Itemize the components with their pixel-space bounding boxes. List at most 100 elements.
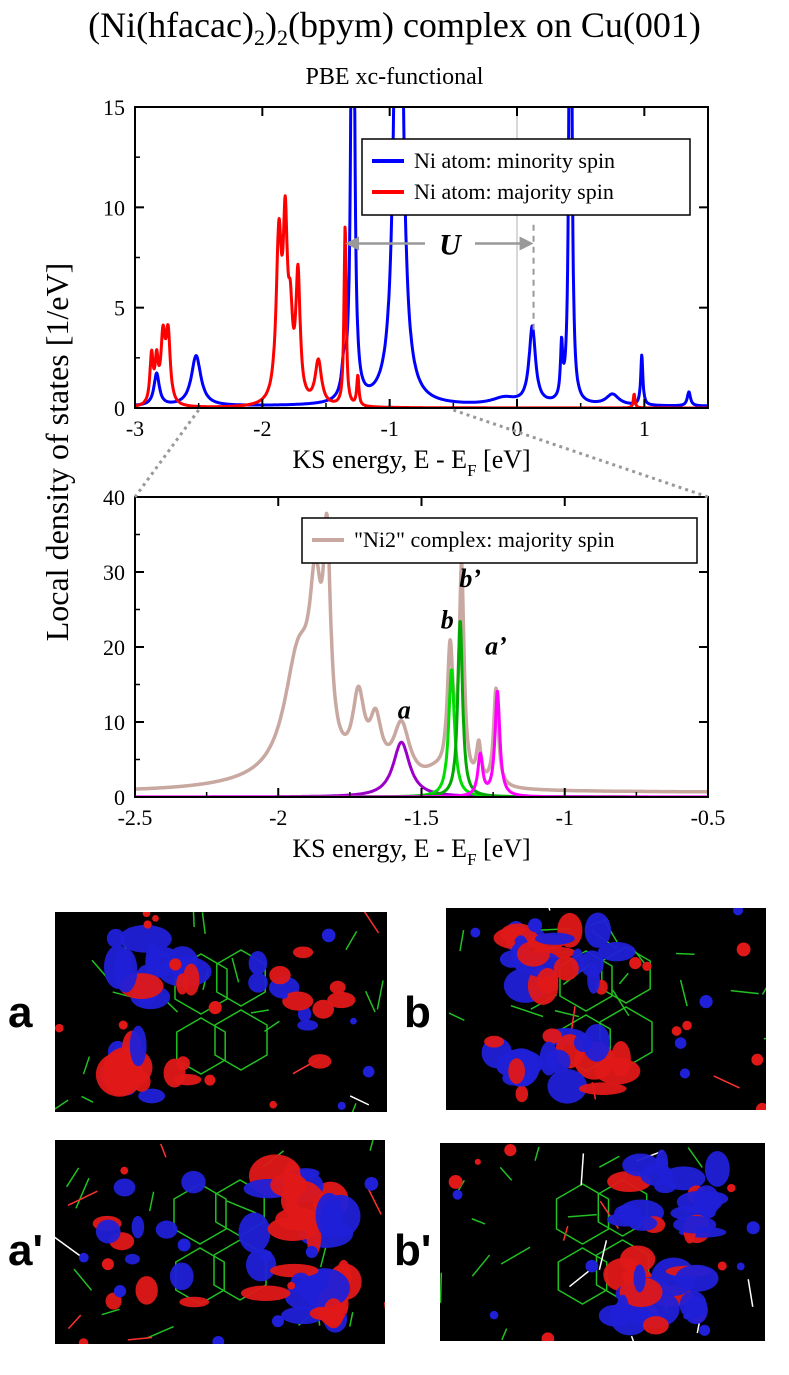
molecule-bond [351, 1103, 357, 1112]
orbital-lobe [298, 1268, 351, 1308]
shared-annotations: Local density of states [1/eV] [39, 263, 709, 641]
molecule-bond [730, 989, 759, 995]
molecule-bond [510, 1004, 544, 1018]
x-axis-label-1: KS energy, E - EF [eV] [292, 834, 530, 869]
atom-sphere [755, 1102, 766, 1110]
orbital-lobe [182, 963, 200, 996]
orbital-lobe [290, 1272, 312, 1295]
orbital-lobe [267, 1216, 318, 1241]
atom-sphere [364, 1176, 379, 1191]
orbital-lobe [95, 1219, 121, 1244]
x-tick-label-1-1: -2 [269, 805, 287, 830]
orbital-lobe [587, 964, 600, 994]
atom-sphere [683, 1313, 690, 1320]
orbital-lobe [327, 991, 356, 1009]
u-arrowhead-left [345, 236, 360, 251]
molecule-bond [364, 990, 376, 1013]
orbital-image-b-prime [440, 1143, 765, 1341]
molecule-bond [679, 979, 688, 1007]
orbital-lobe [269, 965, 291, 985]
y-tick-label-1-4: 40 [103, 485, 125, 510]
legend-label-0: "Ni2" complex: majority spin [354, 527, 615, 552]
molecule-bond [67, 1314, 82, 1330]
orbital-lobe [248, 951, 268, 975]
molecule-bond [687, 1147, 703, 1168]
atom-sphere [208, 1001, 222, 1015]
atom-sphere [142, 912, 151, 918]
atom-sphere [733, 908, 744, 916]
molecule-bond [763, 1037, 766, 1040]
molecule-bond [501, 1328, 508, 1341]
molecule-bond [562, 1225, 569, 1241]
molecule-bond [369, 1140, 374, 1151]
atom-sphere [55, 1023, 64, 1033]
molecule-bond [363, 912, 380, 934]
atom-sphere [271, 1315, 284, 1328]
atom-sphere [541, 1332, 555, 1341]
atom-sphere [751, 1053, 764, 1066]
atom-sphere [337, 1101, 346, 1110]
orbital-lobe [113, 948, 138, 993]
orbital-lobe [676, 1190, 723, 1214]
x-axis-label-0: KS energy, E - EF [eV] [292, 445, 530, 480]
orbital-lobe [129, 1025, 147, 1067]
orbital-lobe [534, 932, 575, 945]
molecule-bond [376, 980, 384, 1010]
molecule-bond [471, 1254, 491, 1277]
molecule-bond [554, 1009, 580, 1018]
atom-sphere [448, 1174, 463, 1189]
orbital-lobe [308, 1054, 332, 1069]
orbital-lobe [135, 1276, 158, 1305]
atom-sphere [285, 1201, 295, 1211]
orbital-lobe [508, 1058, 525, 1085]
legend-0: Ni atom: minority spin Ni atom: majority … [361, 138, 691, 216]
molecule-bond [499, 1166, 513, 1181]
molecule-bond [598, 1240, 608, 1270]
y-tick-label-1-3: 30 [103, 560, 125, 585]
atom-sphere [717, 1261, 727, 1271]
atom-sphere [113, 1285, 127, 1298]
y-tick-label-0-0: 0 [114, 396, 125, 421]
x-tick-label-1-3: -1 [556, 805, 574, 830]
molecule-bond [747, 1279, 754, 1307]
peak-label-0: a [398, 695, 411, 724]
orbital-label-a: a [8, 988, 33, 1037]
peak-label-2: b’ [459, 564, 481, 593]
molecule-bond [618, 972, 629, 985]
legend-label-1: Ni atom: majority spin [414, 179, 614, 204]
atom-sphere [177, 1238, 191, 1252]
molecule-bond [440, 1272, 443, 1303]
molecule-bond [599, 1155, 620, 1168]
y-tick-label-0-1: 5 [114, 296, 125, 321]
molecule-bond [675, 952, 695, 956]
molecule-bond [761, 987, 766, 995]
figure-subtitle: PBE xc-functional [305, 64, 484, 90]
orbital-lobe [315, 1192, 343, 1238]
orbital-lobe [297, 1019, 319, 1031]
orbital-lobe [323, 1298, 344, 1329]
orbital-lobe [573, 1033, 593, 1053]
atom-sphere [101, 1258, 114, 1271]
atom-sphere [287, 1281, 296, 1290]
x-tick-label-0-4: 1 [639, 416, 650, 441]
orbital-label-b: b [404, 988, 431, 1037]
molecule-bond [534, 1146, 540, 1161]
legend-1: "Ni2" complex: majority spin [301, 517, 698, 564]
zoom-line-left [133, 409, 200, 498]
atom-sphere [78, 1252, 89, 1263]
atom-sphere [280, 991, 288, 999]
orbital-lobe [124, 1253, 140, 1265]
orbital-lobe [547, 1069, 588, 1104]
orbital-lobe [240, 1285, 291, 1301]
bottom-panel: a bb’ a’ -2.5 -2 -1.5 -1 -0.5 0 10 20 30 40 KS energy… [103, 485, 725, 869]
orbital-lobe [553, 956, 579, 981]
orbital-lobe [597, 941, 636, 962]
y-tick-label-1-2: 20 [103, 635, 125, 660]
orbital-lobe [138, 1088, 166, 1104]
atom-sphere [674, 1037, 687, 1049]
orbital-lobe [102, 1053, 138, 1096]
atom-sphere [699, 1324, 711, 1336]
molecule-bond [231, 957, 240, 983]
orbital-label-a-prime: a' [8, 1226, 43, 1275]
orbital-lobe [584, 912, 611, 948]
